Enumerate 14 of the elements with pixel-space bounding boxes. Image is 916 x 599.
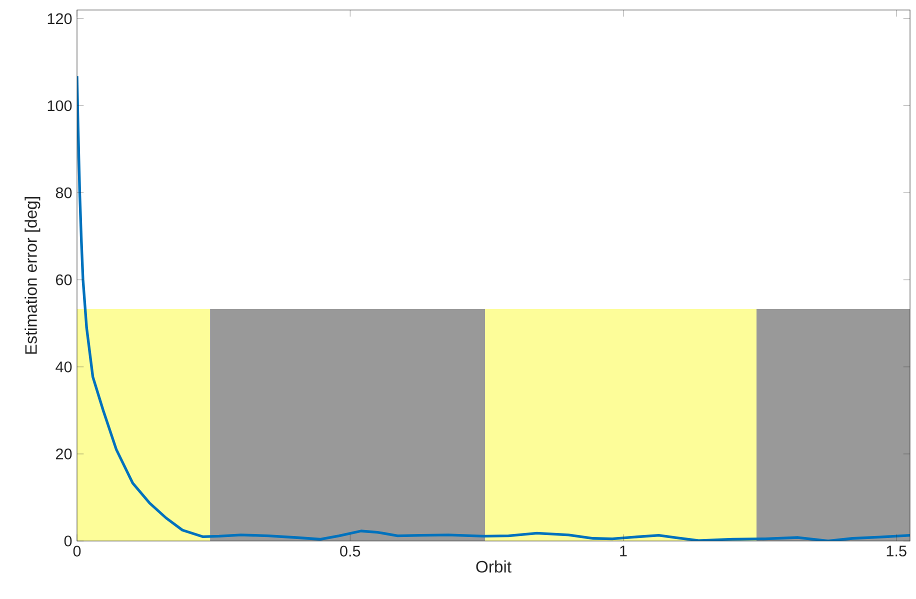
x-tick-label: 0	[73, 546, 81, 557]
y-tick-label: 120	[48, 13, 72, 24]
y-tick-label: 100	[48, 100, 72, 112]
x-tick-label: 0.5	[340, 546, 360, 557]
y-axis-title: Estimation error [deg]	[24, 197, 40, 354]
x-axis-title: Orbit	[476, 560, 512, 573]
line-series	[77, 74, 910, 541]
y-tick-label: 40	[56, 361, 72, 372]
x-tick-label: 1	[620, 546, 627, 556]
y-tick-label: 60	[56, 274, 72, 286]
y-tick-label: 80	[56, 187, 72, 198]
x-tick-label: 1.5	[886, 546, 906, 556]
y-tick-label: 20	[56, 448, 72, 460]
y-tick-label: 0	[64, 536, 72, 546]
